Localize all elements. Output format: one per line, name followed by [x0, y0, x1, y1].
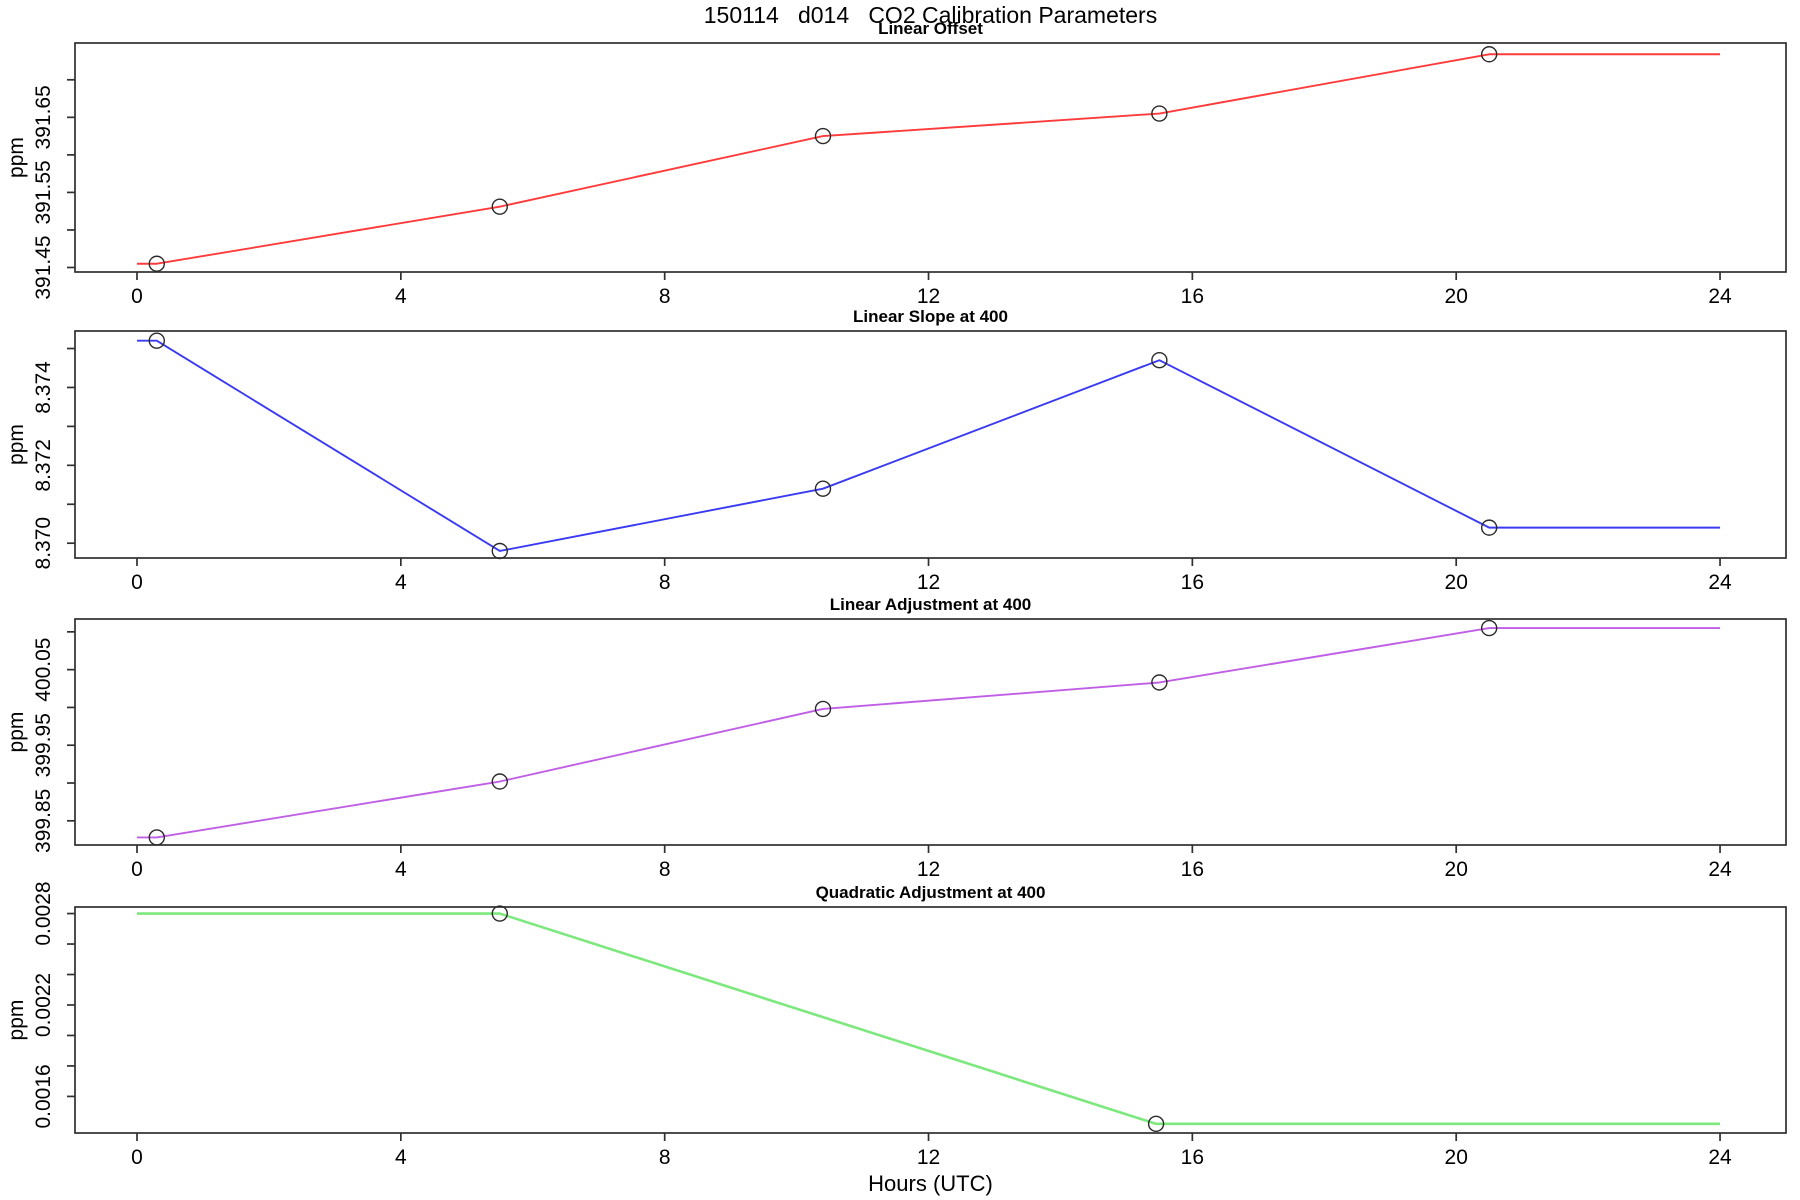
x-tick-label: 0	[131, 1146, 143, 1169]
y-axis-label: ppm	[5, 1000, 28, 1041]
chart-title: 150114 d014 CO2 Calibration Parameters	[703, 2, 1158, 28]
y-axis-label: ppm	[5, 424, 28, 465]
x-tick-label: 0	[131, 571, 143, 594]
data-point-marker	[491, 773, 508, 790]
x-tick-label: 24	[1708, 1146, 1732, 1169]
y-tick-label: 399.95	[32, 713, 55, 777]
y-tick-label: 399.85	[32, 789, 55, 853]
panel-title-linear-adjustment-at-400: Linear Adjustment at 400	[829, 595, 1032, 614]
x-tick-label: 16	[1181, 1146, 1204, 1169]
plot-border	[74, 330, 1787, 559]
x-tick-label: 20	[1445, 1146, 1468, 1169]
plot-border	[74, 42, 1787, 273]
x-tick-label: 8	[659, 285, 671, 308]
y-tick-label: 8.370	[32, 517, 55, 570]
y-tick-label: 8.374	[32, 361, 55, 414]
data-point-marker	[814, 480, 832, 497]
data-point-marker	[1151, 352, 1168, 369]
y-tick-label: 8.372	[32, 439, 55, 492]
x-tick-label: 24	[1708, 858, 1732, 881]
series-line	[137, 53, 1721, 265]
y-tick-label: 391.65	[32, 85, 55, 149]
x-tick-label: 8	[659, 1146, 671, 1169]
data-point-marker	[148, 255, 165, 272]
x-tick-label: 12	[917, 1146, 940, 1169]
x-tick-label: 0	[131, 858, 143, 881]
data-point-marker	[148, 332, 165, 349]
data-point-marker	[814, 127, 832, 145]
y-axis-label: ppm	[5, 137, 28, 178]
y-tick-label: 391.45	[32, 235, 55, 299]
data-point-marker	[148, 829, 165, 846]
plot-border	[74, 906, 1787, 1134]
x-tick-label: 24	[1708, 571, 1732, 594]
x-tick-label: 16	[1181, 858, 1204, 881]
panel-quadratic-adjustment-at-400: 0 4 8 12 16 20 24 0.0016 0.0022 0.0028 ppm	[5, 881, 1787, 1169]
x-tick-label: 12	[917, 571, 940, 594]
series-line	[137, 339, 1721, 552]
x-tick-label: 20	[1445, 858, 1468, 881]
panel-title-quadratic-adjustment-at-400: Quadratic Adjustment at 400	[815, 883, 1046, 902]
series-line	[137, 627, 1721, 839]
data-point-marker	[1147, 1115, 1165, 1133]
x-tick-label: 4	[395, 858, 407, 881]
data-point-marker	[1480, 46, 1498, 63]
series-line	[137, 912, 1721, 1126]
data-point-marker	[1480, 519, 1498, 536]
x-tick-label: 20	[1445, 285, 1468, 308]
x-tick-label: 16	[1181, 285, 1204, 308]
x-tick-label: 16	[1181, 571, 1204, 594]
y-tick-label: 400.05	[32, 638, 55, 702]
panel-title-linear-offset: Linear Offset	[878, 19, 983, 38]
y-axis-label: ppm	[5, 712, 28, 753]
x-tick-label: 4	[395, 571, 407, 594]
x-tick-label: 4	[395, 1146, 407, 1169]
x-tick-label: 12	[917, 858, 940, 881]
data-point-marker	[1151, 674, 1168, 691]
data-point-marker	[1151, 105, 1168, 122]
plot-border	[74, 618, 1787, 846]
panel-title-linear-slope-at-400: Linear Slope at 400	[853, 307, 1008, 326]
x-tick-label: 0	[131, 285, 143, 308]
data-point-marker	[491, 905, 508, 922]
x-tick-label: 24	[1708, 285, 1732, 308]
x-tick-label: 8	[659, 858, 671, 881]
y-tick-label: 0.0028	[32, 881, 55, 945]
x-tick-label: 12	[917, 285, 940, 308]
y-tick-label: 391.55	[32, 160, 55, 224]
y-tick-label: 0.0022	[32, 973, 55, 1037]
data-point-marker	[491, 542, 508, 560]
x-axis-label: Hours (UTC)	[868, 1171, 993, 1196]
x-tick-label: 20	[1445, 571, 1468, 594]
data-point-marker	[814, 700, 832, 718]
x-tick-label: 4	[395, 285, 407, 308]
data-point-marker	[491, 198, 508, 215]
data-point-marker	[1480, 619, 1498, 637]
y-tick-label: 0.0016	[32, 1064, 55, 1128]
x-tick-label: 8	[659, 571, 671, 594]
